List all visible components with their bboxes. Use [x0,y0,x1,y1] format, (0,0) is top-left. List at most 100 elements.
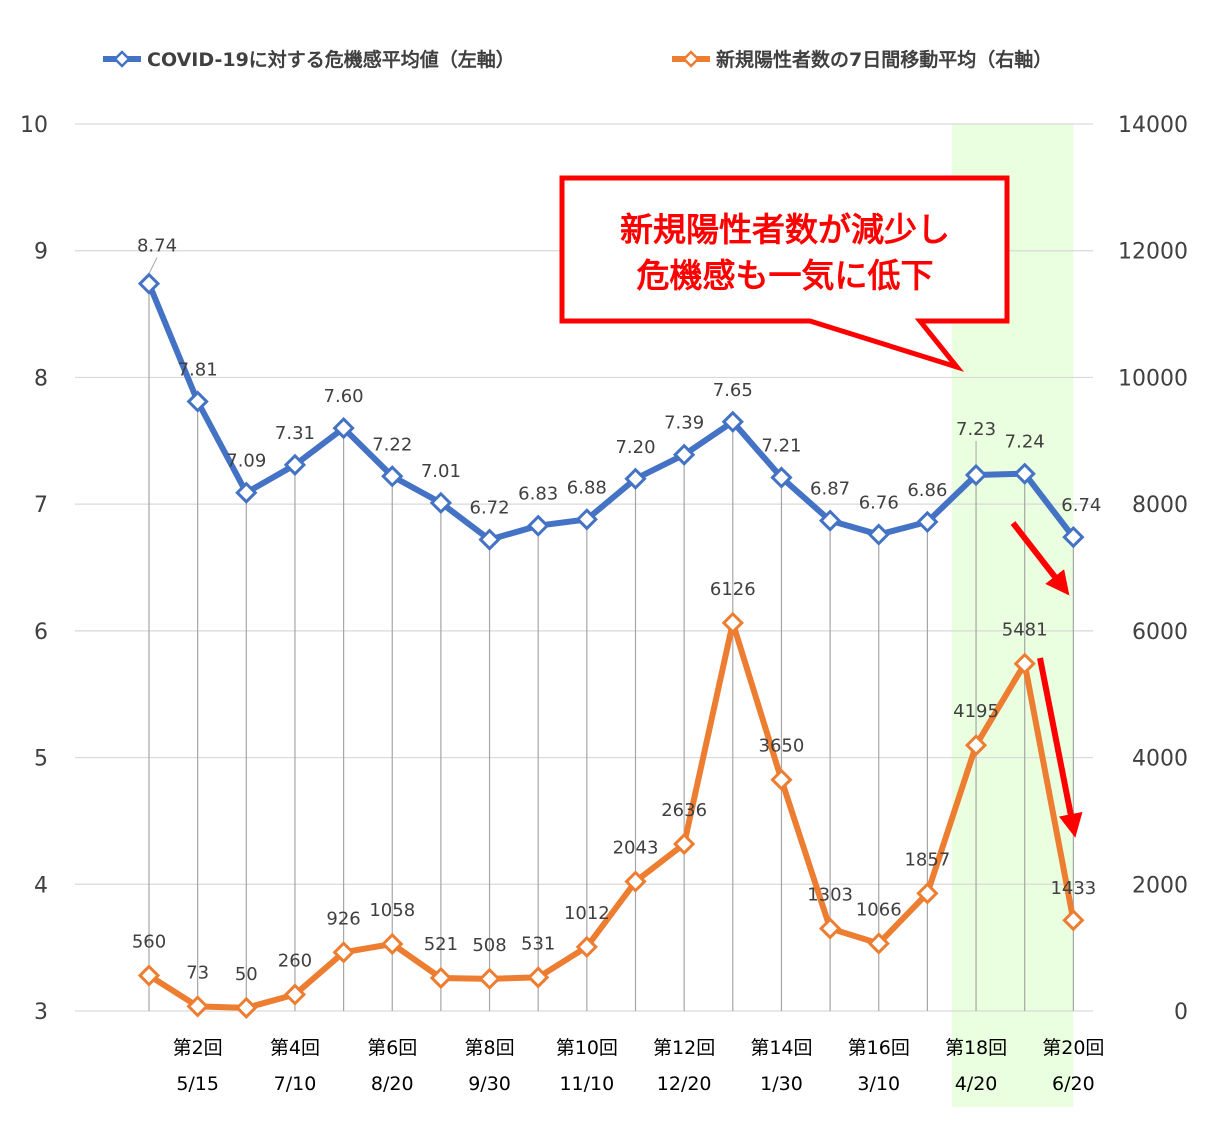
label-leader-lines [148,257,977,465]
left-tick-label: 7 [34,493,48,518]
x-round-label: 第8回 [465,1037,515,1059]
callout-text: 危機感も一気に低下 [637,256,934,295]
risk-data-label: 6.87 [810,479,850,500]
cases-data-label: 2043 [613,838,659,859]
risk-data-label: 7.20 [615,437,655,458]
cases-point [283,983,307,1006]
risk-data-label: 7.21 [761,436,801,457]
cases-data-label: 926 [326,908,360,929]
leader-line [148,257,158,274]
callout-text: 新規陽性者数が減少し [620,210,950,249]
left-axis-ticks: 3 4 5 6 7 8 9 10 [20,113,48,1025]
cases-point [770,768,793,791]
right-tick-label: 0 [1174,1000,1188,1025]
right-tick-label: 4000 [1132,747,1188,772]
right-axis-ticks: 0 2000 4000 6000 8000 10000 12000 14000 [1118,113,1188,1025]
risk-data-label: 8.74 [137,236,177,257]
cases-point [478,967,501,990]
x-date-label: 8/20 [371,1073,414,1095]
risk-point [332,416,355,440]
x-date-label: 3/10 [857,1073,900,1095]
cases-data-label: 2636 [661,800,707,821]
risk-data-label: 7.39 [664,413,704,434]
left-tick-label: 6 [34,620,48,645]
cases-data-label: 260 [278,951,312,972]
risk-point [186,390,209,413]
x-date-label: 6/20 [1052,1073,1095,1095]
risk-data-label: 7.22 [372,434,412,455]
risk-point [818,509,842,532]
cases-point [575,935,598,959]
risk-point [429,491,453,514]
cases-line [147,619,1077,1011]
risk-data-label: 6.76 [859,493,899,514]
risk-point [770,466,793,489]
cases-point [721,611,744,634]
cases-point [381,932,404,956]
cases-point [332,941,355,964]
legend-swatch-marker [113,50,131,68]
risk-data-label: 6.74 [1061,495,1101,516]
trend-arrows [1010,521,1083,838]
x-round-label: 第6回 [367,1037,417,1059]
cases-data-label: 1066 [856,899,902,920]
cases-data-label: 5481 [1002,620,1048,641]
left-tick-label: 9 [34,240,48,265]
x-round-label: 第16回 [848,1037,910,1059]
right-tick-label: 6000 [1132,620,1188,645]
cases-point [186,995,209,1018]
risk-data-label: 6.83 [518,484,558,505]
drop-lines [148,283,1074,1011]
x-round-label: 第12回 [653,1037,715,1059]
left-tick-label: 3 [34,1000,48,1025]
cases-data-label: 1303 [807,884,853,905]
x-date-label: 1/30 [760,1073,803,1095]
risk-data-label: 7.31 [275,423,315,444]
cases-data-label: 531 [521,933,555,954]
right-tick-label: 8000 [1132,493,1188,518]
x-round-label: 第18回 [945,1037,1007,1059]
risk-point [478,528,501,551]
cases-data-label: 3650 [759,736,805,757]
cases-point [964,734,988,757]
left-tick-label: 8 [34,366,48,391]
risk-data-label: 7.81 [178,360,218,381]
cases-point [235,996,258,1019]
risk-point [1062,525,1085,549]
right-tick-label: 14000 [1118,113,1188,138]
cases-data-label: 50 [235,964,258,985]
cases-data-label: 4195 [953,701,999,722]
cases-data-label: 508 [472,935,506,956]
legend-entry: COVID-19に対する危機感平均値（左軸） [147,48,515,71]
cases-point [916,882,939,905]
legend-entry: 新規陽性者数の7日間移動平均（右軸） [716,48,1052,71]
cases-point [1013,652,1036,675]
series-lines [137,272,1085,1019]
cases-data-label: 1857 [904,849,950,870]
x-date-label: 7/10 [274,1073,317,1095]
risk-point [624,467,647,490]
risk-point [721,410,744,433]
cases-point [429,966,453,990]
risk-point [137,272,161,295]
x-date-label: 5/15 [176,1073,219,1095]
cases-data-label: 1433 [1050,878,1096,899]
risk-data-label: 7.60 [324,386,364,407]
x-round-label: 第4回 [270,1037,320,1059]
x-round-label: 第2回 [173,1037,223,1059]
left-tick-label: 5 [34,747,48,772]
cases-point [867,932,890,955]
risk-point [867,523,890,546]
x-round-label: 第14回 [750,1037,812,1059]
left-tick-label: 10 [20,113,48,138]
x-round-label: 第20回 [1042,1037,1104,1059]
left-tick-label: 4 [34,873,48,898]
data-labels: 8.74 7.81 7.09 7.31 7.60 7.22 7.01 6.72 6.83 6.88… [132,236,1102,985]
trend-arrow [1037,657,1083,838]
risk-point [916,510,939,534]
trend-arrow [1010,521,1070,596]
risk-point [527,514,550,537]
risk-data-label: 7.24 [1005,432,1045,453]
